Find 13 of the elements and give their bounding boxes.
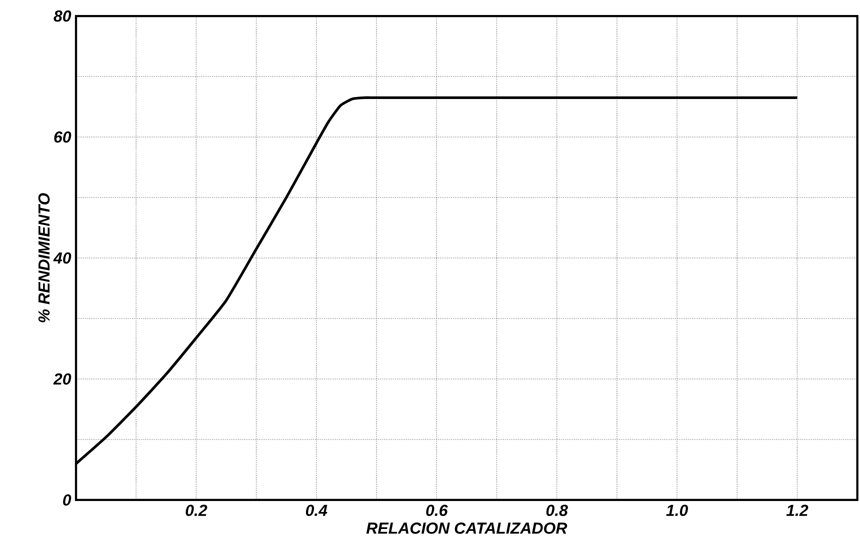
x-tick-label: 0.6 (426, 504, 448, 516)
x-tick-label: 1.0 (666, 504, 688, 516)
y-tick-label: 80 (54, 10, 72, 22)
x-axis-title: RELACION CATALIZADOR (366, 522, 568, 534)
y-tick-label: 20 (53, 373, 72, 385)
y-tick-label: 0 (63, 494, 72, 506)
x-tick-label: 0.2 (186, 504, 208, 516)
x-tick-label: 1.2 (786, 504, 808, 516)
x-tick-label: 0.4 (306, 504, 328, 516)
x-tick-label: 0.8 (546, 504, 568, 516)
y-axis-title: % RENDIMIENTO (38, 193, 50, 322)
y-tick-label: 40 (53, 252, 72, 264)
y-tick-label: 60 (54, 131, 72, 143)
